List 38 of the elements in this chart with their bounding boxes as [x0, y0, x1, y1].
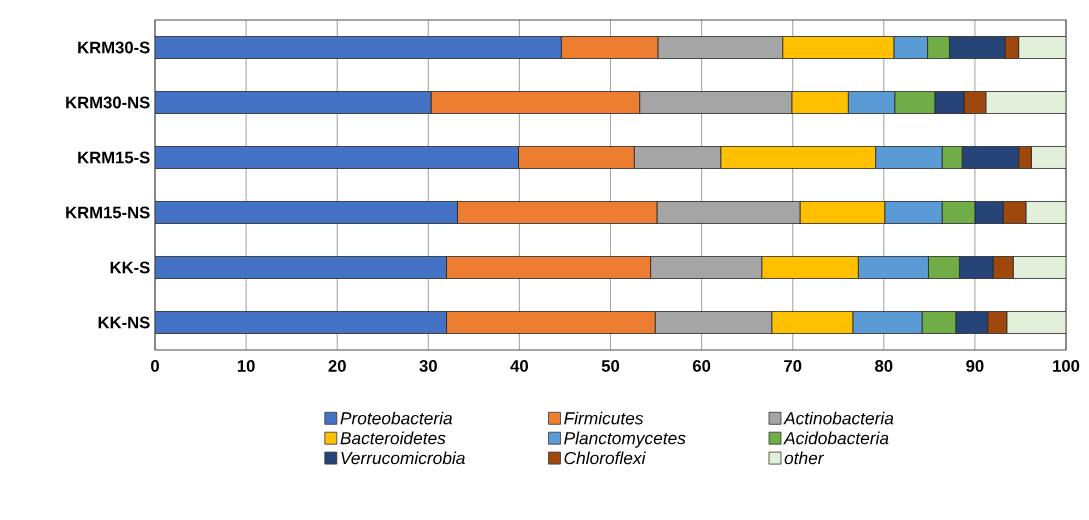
bar [1012, 256, 1066, 279]
x-tick-label: 90 [966, 360, 984, 372]
bar [1030, 146, 1066, 169]
bar [155, 91, 432, 114]
x-tick-label: 0 [151, 360, 159, 372]
legend-label: Actinobacteria [783, 411, 894, 425]
bar [1018, 36, 1066, 59]
bar [1025, 201, 1066, 224]
x-tick-label: 10 [237, 360, 255, 372]
x-tick-label: 50 [601, 360, 620, 372]
y-tick-label: KRM15-NS [66, 206, 150, 219]
legend-label: Verrucomicrobia [341, 451, 465, 465]
bar [1006, 311, 1066, 334]
y-tick-label: KRM15-S [78, 151, 150, 164]
y-tick-label: KRM30-S [78, 41, 150, 54]
y-tick-label: KK-S [110, 261, 150, 274]
bar [155, 311, 447, 334]
legend-label: Planctomycetes [564, 431, 686, 448]
legend-label: Firmicutes [564, 411, 644, 425]
x-tick-label: 100 [1053, 360, 1080, 372]
y-tick-label: KK-NS [98, 316, 150, 329]
legend-label: Bacteroidetes [340, 431, 446, 445]
legend-label: Acidobacteria [783, 431, 889, 445]
x-tick-label: 40 [510, 360, 528, 372]
legend-label: Chloroflexi [564, 451, 646, 465]
bar [155, 146, 519, 169]
x-tick-label: 60 [692, 360, 711, 372]
x-tick-label: 20 [328, 360, 346, 372]
bar [985, 91, 1066, 114]
x-tick-label: 70 [784, 360, 802, 372]
y-tick-label: KRM30-NS [66, 96, 150, 109]
x-tick-label: 30 [419, 360, 437, 372]
legend-label: other [784, 451, 825, 465]
bar [155, 201, 458, 224]
x-tick-label: 80 [875, 360, 893, 372]
bar [155, 256, 447, 279]
legend-label: Proteobacteria [340, 411, 453, 425]
bar [155, 36, 562, 59]
